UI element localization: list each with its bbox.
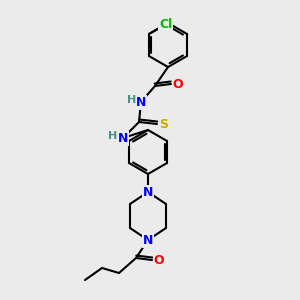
Text: S: S	[160, 118, 169, 130]
Text: H: H	[108, 131, 118, 141]
Text: O: O	[154, 254, 164, 266]
Text: N: N	[143, 185, 153, 199]
Text: H: H	[128, 95, 136, 105]
Text: N: N	[118, 131, 128, 145]
Text: N: N	[143, 233, 153, 247]
Text: Cl: Cl	[159, 19, 172, 32]
Text: O: O	[173, 77, 183, 91]
Text: N: N	[136, 95, 146, 109]
